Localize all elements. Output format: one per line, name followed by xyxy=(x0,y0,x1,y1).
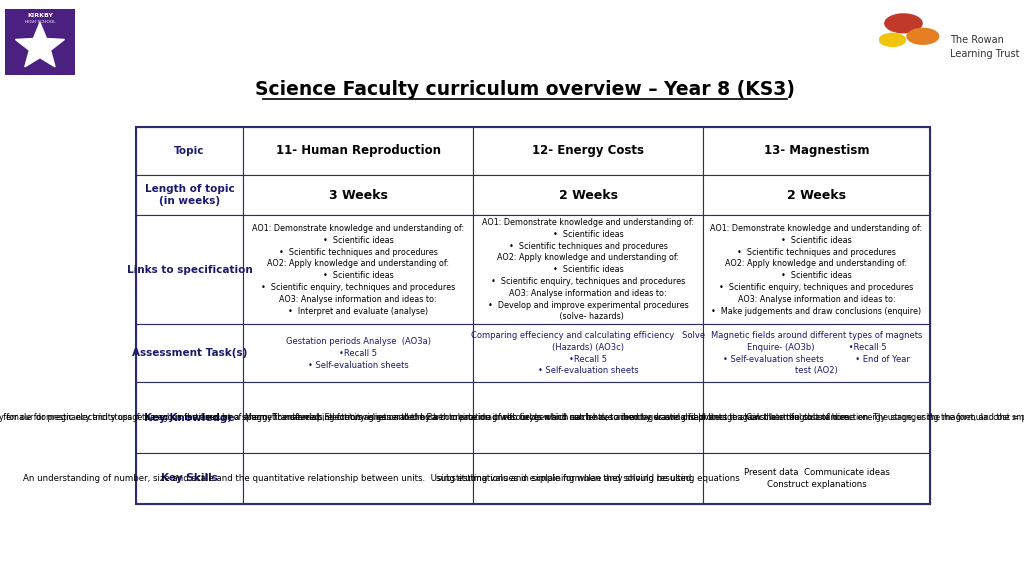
Text: Science Faculty curriculum overview – Year 8 (KS3): Science Faculty curriculum overview – Ye… xyxy=(255,79,795,98)
Text: Assessment Task(s): Assessment Task(s) xyxy=(132,348,247,358)
Bar xyxy=(136,127,930,504)
Text: AO1: Demonstrate knowledge and understanding of:
•  Scientific ideas
•  Scientif: AO1: Demonstrate knowledge and understan… xyxy=(711,224,923,316)
Text: Learning Trust: Learning Trust xyxy=(950,50,1020,59)
Text: The menstrual cycle prepares the female for pregnancy and stops if the egg is fe: The menstrual cycle prepares the female … xyxy=(0,413,851,422)
Bar xyxy=(703,382,930,453)
Text: Gestation periods Analyse  (AO3a)
•Recall 5
• Self-evaluation sheets: Gestation periods Analyse (AO3a) •Recall… xyxy=(286,337,431,370)
Circle shape xyxy=(879,33,906,47)
Bar xyxy=(473,127,703,175)
Text: substituting values in simple formulae and solving resulting equations: substituting values in simple formulae a… xyxy=(436,474,740,483)
Text: Topic: Topic xyxy=(174,146,205,156)
Bar xyxy=(136,382,243,453)
Text: Key Skills: Key Skills xyxy=(161,473,218,483)
Bar xyxy=(243,175,473,215)
Text: 3 Weeks: 3 Weeks xyxy=(329,188,387,202)
Bar xyxy=(703,175,930,215)
Bar xyxy=(473,175,703,215)
Text: AO1: Demonstrate knowledge and understanding of:
•  Scientific ideas
•  Scientif: AO1: Demonstrate knowledge and understan… xyxy=(252,224,464,316)
Bar xyxy=(703,215,930,324)
Bar xyxy=(243,127,473,175)
Circle shape xyxy=(884,13,923,33)
Bar xyxy=(243,382,473,453)
Text: Length of topic
(in weeks): Length of topic (in weeks) xyxy=(144,184,234,206)
Bar xyxy=(703,453,930,504)
Text: Key Knowledge: Key Knowledge xyxy=(144,413,234,423)
Text: Links to specification: Links to specification xyxy=(127,265,252,275)
Text: HIGH SCHOOL: HIGH SCHOOL xyxy=(25,20,55,24)
Bar xyxy=(136,215,243,324)
Text: Magnetic materials, electromagnets and the Earth create magnetic fields which ca: Magnetic materials, electromagnets and t… xyxy=(245,413,1024,422)
Bar xyxy=(703,127,930,175)
Bar xyxy=(136,175,243,215)
Text: 13- Magnestism: 13- Magnestism xyxy=(764,145,869,157)
Bar xyxy=(243,324,473,382)
Bar xyxy=(243,453,473,504)
Bar xyxy=(473,382,703,453)
Text: 11- Human Reproduction: 11- Human Reproduction xyxy=(275,145,440,157)
Text: 2 Weeks: 2 Weeks xyxy=(787,188,846,202)
Bar xyxy=(136,127,243,175)
Bar xyxy=(243,215,473,324)
Bar xyxy=(473,324,703,382)
Text: The Rowan: The Rowan xyxy=(950,35,1005,45)
Text: We pay for our domestic electricity usage based on the amount of energy transfer: We pay for our domestic electricity usag… xyxy=(0,413,1024,422)
Bar xyxy=(136,453,243,504)
Text: KIRKBY: KIRKBY xyxy=(27,13,53,18)
Polygon shape xyxy=(15,22,65,67)
Text: AO1: Demonstrate knowledge and understanding of:
•  Scientific ideas
•  Scientif: AO1: Demonstrate knowledge and understan… xyxy=(482,218,694,321)
Bar xyxy=(136,324,243,382)
Text: Present data  Communicate ideas
Construct explanations: Present data Communicate ideas Construct… xyxy=(743,468,890,489)
Text: Magnetic fields around different types of magnets
Enquire- (AO3b)             •R: Magnetic fields around different types o… xyxy=(711,331,923,376)
Bar xyxy=(473,453,703,504)
Bar xyxy=(703,324,930,382)
Text: An understanding of number, size and scale and the quantitative relationship bet: An understanding of number, size and sca… xyxy=(23,474,693,483)
Text: 2 Weeks: 2 Weeks xyxy=(559,188,617,202)
Text: Comparing effeciency and calculating efficiency   Solve
(Hazards) (AO3c)
•Recall: Comparing effeciency and calculating eff… xyxy=(471,331,706,376)
Bar xyxy=(473,215,703,324)
Circle shape xyxy=(906,28,939,45)
Text: 12- Energy Costs: 12- Energy Costs xyxy=(532,145,644,157)
